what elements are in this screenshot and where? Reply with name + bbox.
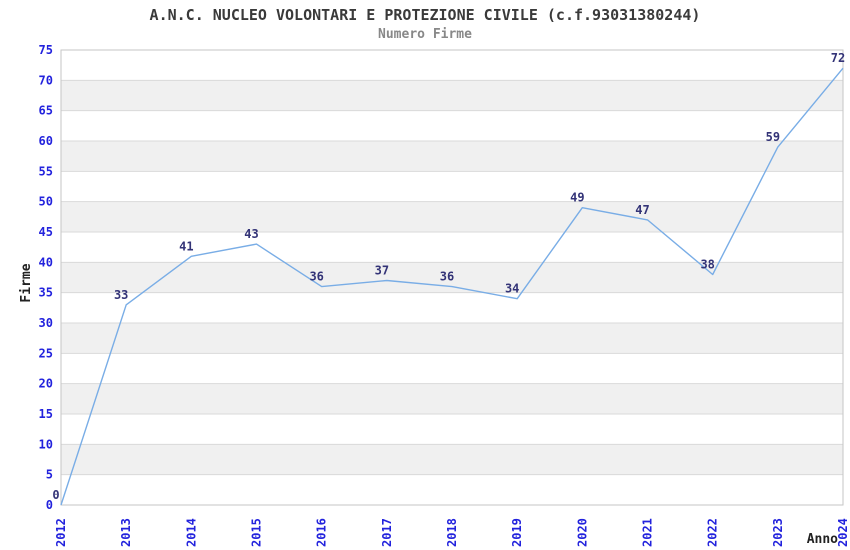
y-axis-title: Firme [19,263,34,302]
point-label: 43 [244,227,258,241]
chart-subtitle: Numero Firme [378,27,472,42]
y-tick-label: 30 [39,316,53,330]
grid-band [61,383,843,414]
y-tick-label: 20 [39,377,53,391]
y-tick-label: 55 [39,164,53,178]
y-tick-label: 60 [39,134,53,148]
y-tick-label: 70 [39,73,53,87]
y-tick-label: 15 [39,407,53,421]
point-label: 36 [309,270,323,284]
y-tick-label: 25 [39,346,53,360]
grid-band [61,353,843,384]
y-tick-label: 10 [39,437,53,451]
grid-band [61,292,843,323]
x-tick-label: 2018 [445,518,459,547]
y-tick-label: 45 [39,225,53,239]
x-tick-label: 2017 [380,518,394,547]
y-tick-label: 75 [39,43,53,57]
point-label: 33 [114,288,128,302]
point-label: 72 [831,51,845,65]
point-label: 59 [766,130,780,144]
grid-band [61,262,843,293]
x-axis-title: Anno [807,532,838,547]
x-tick-label: 2015 [250,518,264,547]
point-label: 41 [179,239,193,253]
grid-band [61,171,843,202]
y-tick-label: 65 [39,104,53,118]
grid-band [61,474,843,505]
y-tick-label: 40 [39,255,53,269]
x-tick-label: 2012 [54,518,68,547]
x-tick-label: 2013 [119,518,133,547]
series-line [60,67,844,506]
x-tick-label: 2014 [184,518,198,547]
grid-band [61,323,843,354]
point-label: 49 [570,191,584,205]
grid-band [61,232,843,263]
x-tick-label: 2022 [706,518,720,547]
point-label: 37 [375,264,389,278]
x-tick-label: 2021 [641,518,655,547]
y-tick-label: 5 [46,468,53,482]
grid-band [61,80,843,111]
point-label: 47 [635,203,649,217]
grid-band [61,201,843,232]
y-tick-label: 0 [46,498,53,512]
grid-band [61,50,843,81]
point-label: 34 [505,282,519,296]
y-tick-label: 50 [39,195,53,209]
x-tick-label: 2016 [315,518,329,547]
grid-band [61,141,843,172]
grid-band [61,444,843,475]
point-label: 36 [440,270,454,284]
grid-band [61,414,843,445]
x-tick-label: 2020 [575,518,589,547]
y-tick-label: 35 [39,286,53,300]
x-tick-label: 2019 [510,518,524,547]
point-label: 38 [700,257,714,271]
x-tick-label: 2023 [771,518,785,547]
x-tick-label: 2024 [836,518,850,547]
chart-title: A.N.C. NUCLEO VOLONTARI E PROTEZIONE CIV… [149,6,701,24]
grid-band [61,110,843,141]
point-label: 0 [52,488,59,502]
plot-border [60,49,844,506]
